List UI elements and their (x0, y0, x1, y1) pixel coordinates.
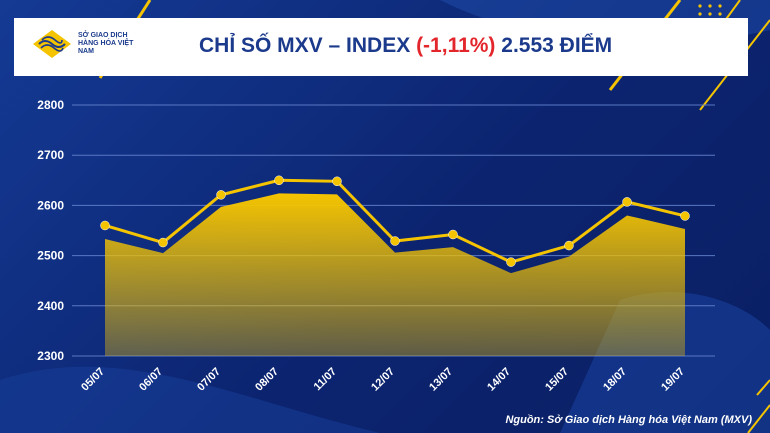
area-series (105, 193, 685, 356)
title-value: 2.553 ĐIỂM (501, 34, 613, 57)
data-point (448, 229, 458, 240)
y-tick-label: 2500 (37, 249, 64, 263)
data-point (390, 236, 400, 246)
source-note: Nguồn: Sở Giao dịch Hàng hóa Việt Nam (M… (505, 414, 752, 426)
x-tick-label: 19/07 (659, 366, 687, 394)
x-tick-label: 06/07 (137, 366, 165, 394)
data-point (158, 237, 168, 248)
x-tick-label: 07/07 (195, 366, 223, 394)
y-tick-label: 2600 (37, 198, 64, 212)
y-tick-label: 2400 (37, 299, 64, 313)
data-point (506, 257, 516, 267)
x-tick-label: 05/07 (79, 366, 107, 394)
data-point (216, 190, 226, 200)
logo-text: SỞ GIAO DỊCH HÀNG HÓA VIỆT NAM (78, 32, 134, 55)
x-tick-label: 13/07 (427, 366, 455, 394)
data-point (564, 240, 574, 251)
x-tick-label: 08/07 (253, 366, 281, 394)
title-change: (-1,11%) (416, 34, 496, 57)
x-tick-label: 18/07 (601, 366, 629, 394)
x-tick-label: 12/07 (369, 366, 397, 394)
data-point (100, 220, 110, 231)
data-point (274, 175, 284, 186)
data-point (622, 197, 632, 207)
chart-title: CHỈ SỐ MXV – INDEX (-1,11%) 2.553 ĐIỂM (199, 34, 612, 58)
data-point (680, 211, 690, 221)
title-main: CHỈ SỐ MXV – INDEX (199, 34, 411, 57)
y-tick-label: 2700 (37, 148, 64, 162)
y-tick-label: 2300 (37, 349, 64, 363)
mxv-logo: SỞ GIAO DỊCH HÀNG HÓA VIỆT NAM (32, 29, 148, 59)
data-point (332, 176, 342, 187)
x-tick-label: 14/07 (485, 366, 513, 394)
x-tick-label: 11/07 (312, 366, 340, 394)
mxv-logo-icon (33, 30, 71, 58)
title-banner: SỞ GIAO DỊCH HÀNG HÓA VIỆT NAM CHỈ SỐ MX… (14, 18, 748, 76)
y-tick-label: 2800 (37, 98, 64, 112)
x-tick-label: 15/07 (543, 366, 571, 394)
